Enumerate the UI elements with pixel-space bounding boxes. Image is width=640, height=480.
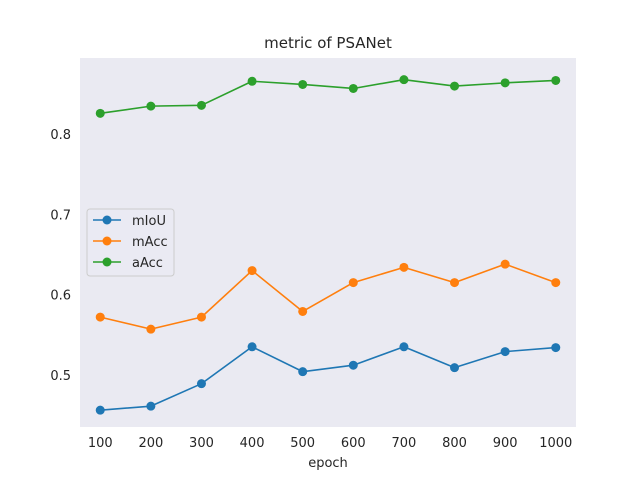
data-point-miou xyxy=(450,363,460,373)
data-point-miou xyxy=(500,347,510,357)
series-layer xyxy=(95,75,561,415)
data-point-macc xyxy=(146,324,156,334)
data-point-macc xyxy=(247,266,257,276)
x-tick-label: 700 xyxy=(392,436,417,451)
y-tick-label: 0.5 xyxy=(50,369,71,384)
x-tick-label: 900 xyxy=(493,436,518,451)
legend-label-macc: mAcc xyxy=(132,235,168,250)
data-point-miou xyxy=(196,379,206,389)
data-point-macc xyxy=(500,259,510,269)
data-point-miou xyxy=(247,342,257,352)
data-point-miou xyxy=(348,360,358,370)
x-tick-label: 400 xyxy=(240,436,265,451)
data-point-macc xyxy=(95,312,105,322)
data-point-aacc xyxy=(196,100,206,110)
legend-label-aacc: aAcc xyxy=(132,256,163,271)
x-tick-label: 1000 xyxy=(539,436,572,451)
data-point-aacc xyxy=(146,101,156,111)
series-line-aacc xyxy=(100,78,556,115)
data-point-aacc xyxy=(348,83,358,93)
legend-marker-aacc xyxy=(102,257,112,267)
x-axis-ticks: 100 200 300 400 500 600 700 800 900 1000 xyxy=(88,436,572,451)
x-tick-label: 800 xyxy=(442,436,467,451)
data-point-miou xyxy=(399,342,409,352)
series-line-macc xyxy=(100,263,557,330)
legend-marker-macc xyxy=(102,236,112,246)
data-point-aacc xyxy=(551,75,561,85)
y-tick-label: 0.7 xyxy=(50,208,71,223)
legend: mIoU mAcc aAcc xyxy=(86,208,175,277)
data-point-aacc xyxy=(298,79,308,89)
data-point-aacc xyxy=(95,108,105,118)
x-axis-label: epoch xyxy=(308,456,348,471)
y-tick-label: 0.8 xyxy=(50,128,71,143)
data-point-aacc xyxy=(450,81,460,91)
data-point-aacc xyxy=(500,78,510,88)
data-point-miou xyxy=(146,401,156,411)
data-point-macc xyxy=(348,278,358,288)
x-tick-label: 500 xyxy=(290,436,315,451)
data-point-aacc xyxy=(399,75,409,85)
y-tick-label: 0.6 xyxy=(50,289,71,304)
x-tick-label: 300 xyxy=(189,436,214,451)
data-point-macc xyxy=(298,306,308,316)
x-tick-label: 200 xyxy=(138,436,163,451)
data-point-aacc xyxy=(247,76,257,86)
series-line-miou xyxy=(100,345,556,411)
data-point-macc xyxy=(399,262,409,272)
data-point-miou xyxy=(298,367,308,377)
legend-marker-miou xyxy=(102,215,112,225)
x-tick-label: 600 xyxy=(341,436,366,451)
data-point-macc xyxy=(196,312,206,322)
chart-title: metric of PSANet xyxy=(264,34,392,52)
data-point-macc xyxy=(450,278,460,288)
x-tick-label: 100 xyxy=(88,436,113,451)
y-axis-ticks: 0.5 0.6 0.7 0.8 xyxy=(50,128,71,384)
legend-label-miou: mIoU xyxy=(132,214,166,229)
data-point-macc xyxy=(551,278,561,288)
data-point-miou xyxy=(95,405,105,415)
data-point-miou xyxy=(551,343,561,353)
